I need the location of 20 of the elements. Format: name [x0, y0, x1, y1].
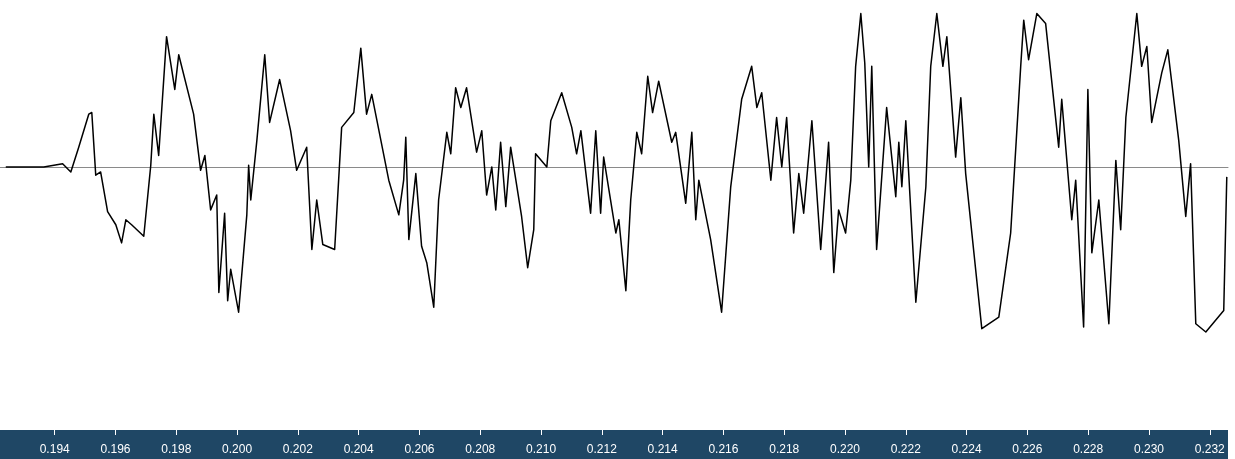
x-tick-label: 0.222 — [890, 442, 922, 456]
x-tick-label: 0.220 — [829, 442, 861, 456]
x-tick-label: 0.208 — [465, 442, 496, 456]
x-tick-label: 0.194 — [39, 442, 71, 456]
x-tick-label: 0.200 — [222, 442, 253, 456]
x-tick-label: 0.198 — [161, 442, 192, 456]
x-tick-label: 0.202 — [282, 442, 314, 456]
x-tick-label: 0.224 — [951, 442, 982, 456]
x-tick-label: 0.204 — [343, 442, 375, 456]
x-tick-label: 0.232 — [1194, 442, 1226, 456]
x-tick-label: 0.230 — [1133, 442, 1165, 456]
x-tick-label: 0.218 — [769, 442, 800, 456]
x-tick-label: 0.226 — [1012, 442, 1043, 456]
x-tick-label: 0.228 — [1073, 442, 1104, 456]
x-tick-label: 0.196 — [100, 442, 131, 456]
x-tick-label: 0.210 — [526, 442, 557, 456]
x-tick-label: 0.206 — [404, 442, 435, 456]
x-tick-label: 0.212 — [586, 442, 618, 456]
x-tick-label: 0.214 — [647, 442, 678, 456]
x-tick-label: 0.216 — [708, 442, 739, 456]
